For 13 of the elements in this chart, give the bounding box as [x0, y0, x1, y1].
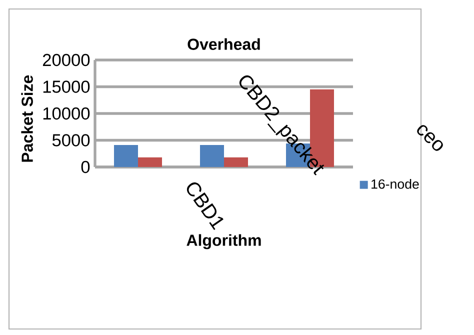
bar: [138, 157, 162, 167]
y-axis-title: Packet Size: [21, 75, 33, 162]
y-tick-label: 0: [81, 160, 90, 174]
chart-title: Overhead: [188, 38, 260, 50]
bar: [200, 145, 224, 167]
legend-label: 16-node: [372, 179, 419, 189]
bar: [114, 145, 138, 167]
y-tick-label: 5000: [52, 134, 90, 146]
text: ceo: [417, 125, 443, 151]
y-tick-label: 10000: [43, 107, 90, 120]
y-tick-label: 15000: [43, 80, 90, 93]
y-tick-label: 20000: [42, 54, 90, 66]
x-axis-title: Algorithm: [186, 234, 261, 250]
